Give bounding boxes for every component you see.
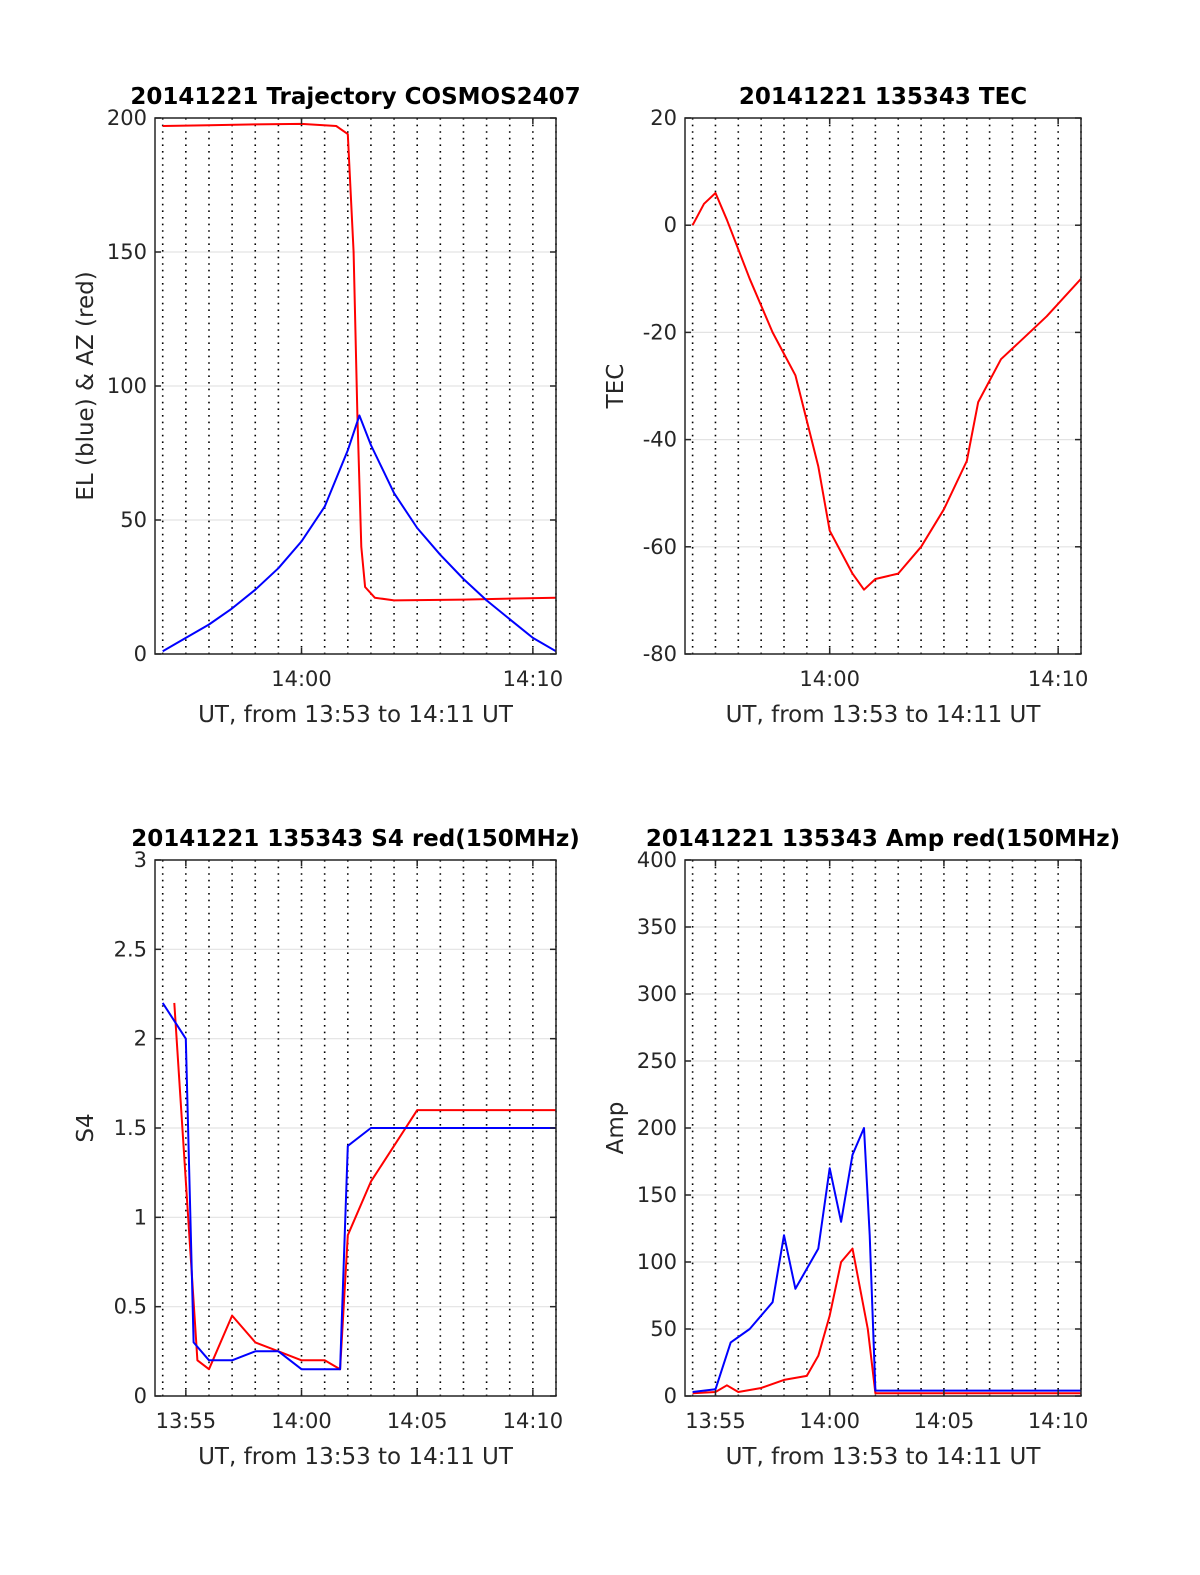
y-axis-label: Amp — [603, 1102, 629, 1155]
x-axis-label: UT, from 13:53 to 14:11 UT — [726, 1444, 1042, 1470]
y-tick-label: 1.5 — [114, 1116, 147, 1140]
x-axis-label: UT, from 13:53 to 14:11 UT — [726, 702, 1042, 728]
y-tick-label: 3 — [134, 848, 147, 872]
axes-box — [684, 117, 1082, 655]
y-tick-label: -40 — [643, 428, 677, 452]
y-tick-label: 100 — [637, 1250, 677, 1274]
y-tick-label: 400 — [637, 848, 677, 872]
x-tick-label: 14:05 — [387, 1409, 448, 1433]
series-line-1 — [162, 122, 556, 602]
y-tick-label: 200 — [107, 106, 147, 130]
y-axis-label: S4 — [73, 1113, 99, 1142]
y-tick-label: 0 — [664, 1384, 677, 1408]
y-axis-label: TEC — [603, 364, 629, 410]
y-tick-label: 0.5 — [114, 1295, 147, 1319]
x-tick-label: 14:00 — [271, 1409, 332, 1433]
y-tick-label: 0 — [134, 642, 147, 666]
x-tick-label: 14:05 — [914, 1409, 975, 1433]
y-tick-label: 300 — [637, 982, 677, 1006]
y-tick-label: 0 — [134, 1384, 147, 1408]
plot-area — [685, 118, 1081, 654]
chart-title: 20141221 Trajectory COSMOS2407 — [130, 84, 580, 110]
chart-4: 0 50 100 150 200 250 300 350 400 13:55 14:00 14:05 1… — [603, 826, 1120, 1470]
chart-1: 0 50 100 150 200 14:00 14:10 20141221 Trajector… — [73, 84, 581, 728]
y-tick-label: 2.5 — [114, 937, 147, 961]
x-axis-label: UT, from 13:53 to 14:11 UT — [198, 702, 514, 728]
y-tick-label: 350 — [637, 915, 677, 939]
y-tick-label: 2 — [134, 1027, 147, 1051]
chart-title: 20141221 135343 S4 red(150MHz) — [131, 826, 580, 852]
y-tick-label: 50 — [650, 1317, 677, 1341]
chart-2: -80 -60 -40 -20 0 20 14:00 14:10 20141221 135343… — [603, 84, 1088, 728]
x-tick-label: 14:00 — [799, 1409, 860, 1433]
chart-title: 20141221 135343 Amp red(150MHz) — [646, 826, 1120, 852]
x-tick-label: 13:55 — [156, 1409, 217, 1433]
series-line-2 — [162, 414, 556, 653]
series-line-2 — [161, 1002, 556, 1371]
x-tick-label: 14:00 — [799, 667, 860, 691]
y-tick-label: 200 — [637, 1116, 677, 1140]
y-tick-label: 250 — [637, 1049, 677, 1073]
y-tick-label: 20 — [650, 106, 677, 130]
y-tick-label: -20 — [643, 320, 677, 344]
x-tick-label: 14:10 — [503, 667, 564, 691]
series-line-1 — [692, 1247, 1081, 1395]
x-axis-label: UT, from 13:53 to 14:11 UT — [198, 1444, 514, 1470]
series-line-2 — [692, 1127, 1081, 1393]
y-tick-label: -80 — [643, 642, 677, 666]
y-tick-label: 50 — [120, 508, 147, 532]
y-tick-label: 100 — [107, 374, 147, 398]
x-tick-label: 14:00 — [271, 667, 332, 691]
series-line-1 — [173, 1002, 556, 1371]
x-tick-label: 14:10 — [1028, 1409, 1089, 1433]
y-tick-label: 150 — [637, 1183, 677, 1207]
x-tick-label: 14:10 — [1028, 667, 1089, 691]
y-axis-label: EL (blue) & AZ (red) — [73, 271, 99, 500]
y-tick-label: 0 — [664, 213, 677, 237]
x-tick-label: 14:10 — [503, 1409, 564, 1433]
chart-3: 0 0.5 1 1.5 2 2.5 3 13:55 14:00 14:05 14:10 2014122… — [73, 826, 580, 1470]
y-tick-label: 1 — [134, 1205, 147, 1229]
series-line-1 — [691, 192, 1081, 591]
chart-title: 20141221 135343 TEC — [739, 84, 1027, 110]
y-tick-label: -60 — [643, 535, 677, 559]
x-tick-label: 13:55 — [685, 1409, 746, 1433]
y-tick-label: 150 — [107, 240, 147, 264]
